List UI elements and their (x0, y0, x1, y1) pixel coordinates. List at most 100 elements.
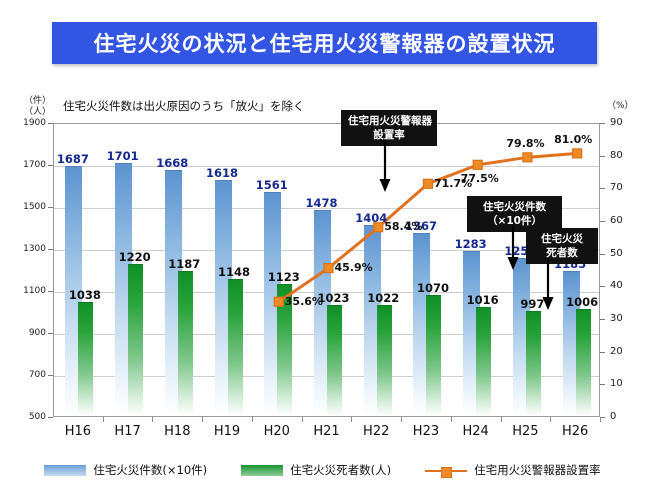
line-marker-alarm-rate[interactable] (273, 296, 284, 307)
right-axis-tick-mark (600, 384, 605, 386)
right-axis-tick-mark (600, 319, 605, 320)
legend-item-alarm-rate: 住宅用火災警報器設置率 (425, 462, 601, 478)
legend-swatch-alarm-rate (425, 465, 468, 478)
right-axis-tick-mark (600, 123, 605, 124)
left-axis-tick-mark (48, 249, 53, 250)
bar-label-death-count: 1006 (566, 294, 599, 309)
bar-label-death-count: 1023 (317, 291, 350, 306)
legend-swatch-fire-count (44, 464, 87, 476)
callout-alarm-rate-line1: 住宅用火災警報器 (348, 115, 432, 127)
bar-death-count[interactable] (426, 295, 442, 416)
x-axis-tick-mark (102, 417, 104, 422)
right-axis-tick-label: 60 (610, 215, 623, 226)
bar-death-count[interactable] (227, 278, 243, 416)
bar-fire-count[interactable] (512, 257, 530, 416)
bar-death-count[interactable] (575, 308, 591, 416)
callout-death-count-line2: 死者数 (546, 247, 578, 259)
bar-fire-count[interactable] (214, 180, 232, 416)
left-axis-tick-label: 1100 (23, 286, 46, 296)
bar-label-fire-count: 1367 (404, 218, 437, 233)
line-marker-alarm-rate[interactable] (522, 152, 533, 163)
callout-fire-count: 住宅火災件数 （×10件） (467, 196, 562, 232)
bar-fire-count[interactable] (264, 192, 282, 416)
legend-label-fire-count: 住宅火災件数(×10件) (93, 463, 208, 477)
line-marker-alarm-rate[interactable] (572, 148, 583, 159)
x-axis-tick-label: H21 (313, 424, 340, 439)
right-axis-tick-mark (600, 221, 605, 222)
bar-label-death-count: 1070 (416, 281, 449, 296)
line-marker-alarm-rate[interactable] (323, 262, 334, 274)
x-axis-tick-mark (500, 417, 502, 422)
right-axis-tick-label: 10 (610, 378, 623, 390)
bar-fire-count[interactable] (164, 169, 182, 416)
line-marker-alarm-rate[interactable] (422, 178, 434, 189)
line-marker-alarm-rate[interactable] (373, 222, 384, 233)
bar-label-fire-count: 1404 (355, 211, 388, 226)
bar-label-death-count: 1187 (168, 256, 201, 271)
x-axis-tick-label: H18 (164, 424, 191, 439)
right-axis-tick-label: 30 (610, 313, 623, 324)
x-axis-tick-mark (152, 417, 154, 422)
bar-label-fire-count: 1561 (255, 178, 288, 193)
bar-label-death-count: 1220 (118, 249, 151, 264)
bar-death-count[interactable] (277, 284, 293, 416)
line-series (273, 148, 583, 307)
left-axis-tick-label: 500 (28, 412, 46, 422)
left-axis-tick-mark (48, 333, 53, 334)
bar-death-count[interactable] (327, 305, 342, 416)
bar-death-count[interactable] (177, 270, 193, 416)
bar-death-count[interactable] (78, 302, 94, 416)
x-axis-tick-mark (600, 417, 601, 422)
legend-label-death-count: 住宅火災死者数(人) (290, 463, 392, 477)
line-label-alarm-rate: 35.6% (284, 294, 323, 308)
left-axis-tick-mark (48, 417, 53, 418)
bar-fire-count[interactable] (413, 232, 431, 416)
x-axis-tick-label: H24 (462, 424, 489, 439)
bar-label-death-count: 1022 (367, 291, 400, 306)
bar-label-death-count: 997 (520, 296, 545, 311)
gridline (54, 166, 599, 167)
page-title-text: 住宅火災の状況と住宅用火災警報器の設置状況 (93, 32, 556, 56)
left-axis-tick-label: 900 (28, 328, 46, 338)
bar-label-death-count: 1123 (267, 270, 300, 285)
bar-death-count[interactable] (128, 263, 144, 416)
chart-plot-area (53, 123, 600, 417)
bar-fire-count[interactable] (562, 271, 580, 416)
x-axis-tick-mark (550, 417, 552, 422)
x-axis-tick-mark (450, 417, 452, 422)
arrow-alarm-rate (379, 140, 391, 192)
right-axis-tick-label: 20 (610, 345, 623, 357)
left-axis-tick-mark (48, 207, 53, 208)
bar-label-fire-count: 1668 (156, 155, 189, 170)
right-axis-tick-label: 70 (610, 182, 623, 194)
right-axis-unit: （%） (607, 101, 634, 111)
bar-fire-count[interactable] (115, 162, 133, 416)
bar-death-count[interactable] (376, 305, 392, 416)
x-axis-tick-label: H19 (213, 424, 241, 439)
right-axis-tick-mark (600, 351, 605, 353)
x-axis-tick-mark (251, 417, 253, 422)
legend-swatch-death-count (241, 464, 284, 476)
right-axis-tick-label: 50 (610, 247, 623, 259)
chart-subtitle: 住宅火災件数は出火原因のうち「放火」を除く (63, 99, 305, 113)
bar-fire-count[interactable] (314, 209, 331, 416)
right-axis-tick-label: 40 (610, 280, 623, 292)
x-axis-tick-label: H22 (363, 424, 390, 439)
line-label-alarm-rate: 58.4% (384, 220, 423, 234)
bar-fire-count[interactable] (65, 165, 83, 416)
left-axis-tick-mark (48, 165, 53, 166)
left-axis-tick-label: 1700 (23, 160, 46, 170)
right-axis-tick-label: 90 (610, 117, 623, 128)
bar-fire-count[interactable] (463, 250, 481, 416)
left-axis-tick-mark (48, 375, 53, 376)
arrow-death-count (542, 258, 554, 310)
gridline (54, 208, 599, 209)
line-label-alarm-rate: 77.5% (460, 171, 499, 185)
bar-death-count[interactable] (525, 310, 541, 416)
bar-death-count[interactable] (476, 306, 492, 416)
x-axis-tick-mark (401, 417, 403, 422)
legend-item-death-count: 住宅火災死者数(人) (241, 462, 391, 478)
bar-fire-count[interactable] (363, 225, 381, 416)
line-marker-alarm-rate[interactable] (472, 159, 483, 170)
line-label-alarm-rate: 81.0% (554, 133, 593, 147)
